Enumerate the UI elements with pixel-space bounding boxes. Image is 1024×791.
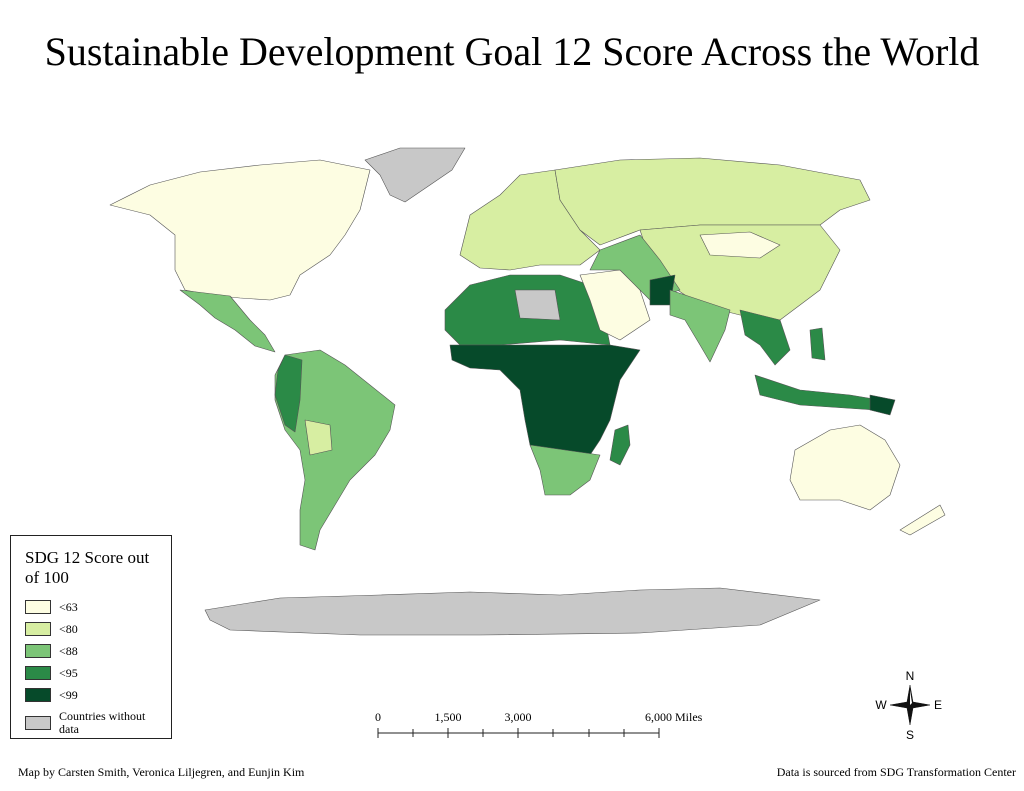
legend-label: <99 <box>59 687 78 702</box>
papua-new-guinea <box>869 394 896 416</box>
legend-item: <88 <box>25 640 161 662</box>
southeast-asia <box>739 309 791 366</box>
antarctica <box>204 587 821 636</box>
legend: SDG 12 Score out of 100 <63 <80 <88 <95 <99 C… <box>10 535 172 739</box>
legend-label: Countries without data <box>59 709 146 736</box>
north-america <box>109 159 371 301</box>
new-zealand <box>899 504 946 536</box>
madagascar <box>609 424 631 466</box>
legend-item: <95 <box>25 662 161 684</box>
legend-swatch <box>25 688 51 702</box>
compass: N S E W <box>875 669 942 742</box>
legend-item: Countries without data <box>25 708 161 738</box>
compass-north: N <box>906 669 915 683</box>
legend-swatch <box>25 600 51 614</box>
legend-label: <88 <box>59 643 78 658</box>
legend-items: <63 <80 <88 <95 <99 Countries without data <box>25 596 161 738</box>
bolivia <box>304 419 333 456</box>
legend-swatch <box>25 622 51 636</box>
southern-africa <box>529 444 601 496</box>
greenland <box>364 147 466 203</box>
andes-west <box>274 354 303 433</box>
philippines <box>809 327 826 361</box>
legend-label: <95 <box>59 665 78 680</box>
compass-west: W <box>875 698 887 712</box>
libya <box>514 289 561 321</box>
legend-item: <63 <box>25 596 161 618</box>
mongolia <box>699 231 781 259</box>
title: Sustainable Development Goal 12 Score Ac… <box>45 29 980 74</box>
scale-label: 1,500 <box>435 710 462 724</box>
mexico <box>179 289 276 353</box>
australia <box>789 424 901 511</box>
india <box>669 289 731 363</box>
countries <box>109 147 946 636</box>
source: Data is sourced from SDG Transformation … <box>777 765 1016 779</box>
legend-label: <63 <box>59 599 78 614</box>
central-africa <box>449 344 641 456</box>
legend-label: <80 <box>59 621 78 636</box>
scale-bar <box>377 728 660 738</box>
compass-east: E <box>934 698 942 712</box>
legend-swatch <box>25 644 51 658</box>
legend-swatch <box>25 666 51 680</box>
credit: Map by Carsten Smith, Veronica Liljegren… <box>18 765 305 779</box>
scale-label: 6,000 Miles <box>645 710 703 724</box>
legend-item: <99 <box>25 684 161 706</box>
indonesia <box>754 374 881 411</box>
compass-south: S <box>906 728 914 742</box>
legend-swatch <box>25 716 51 730</box>
legend-item: <80 <box>25 618 161 640</box>
scale-label: 3,000 <box>505 710 532 724</box>
scale-label: 0 <box>375 710 381 724</box>
south-america <box>274 349 396 551</box>
compass-highlight <box>910 690 912 705</box>
legend-title: SDG 12 Score out of 100 <box>25 548 150 587</box>
